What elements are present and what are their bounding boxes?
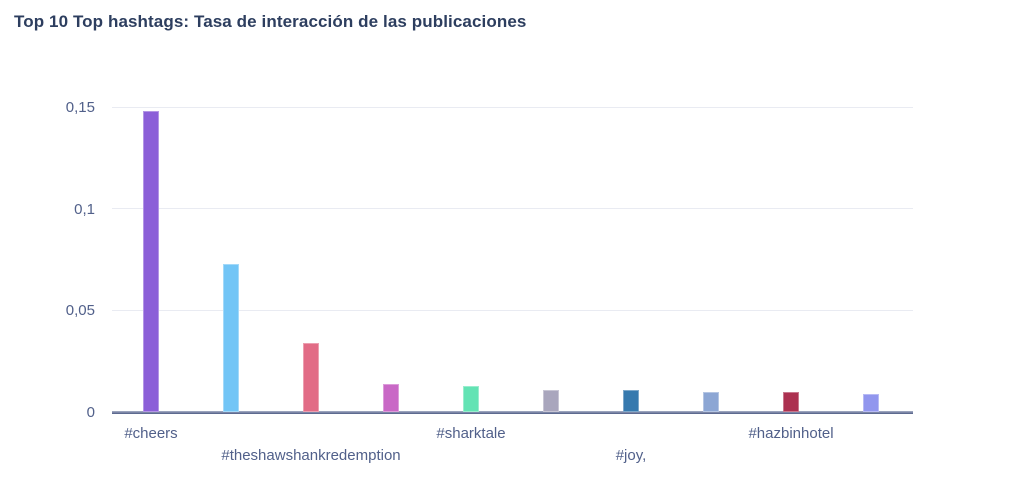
- gridline-0,15: [112, 106, 913, 108]
- bar-sharktale[interactable]: [463, 385, 479, 412]
- x-axis-category-label: #sharktale: [436, 425, 506, 442]
- x-axis-category-label: #cheers: [124, 425, 178, 442]
- y-axis-tick-label: 0,05: [65, 302, 95, 320]
- y-axis-tick-label: 0,15: [65, 99, 95, 116]
- bar-series-2[interactable]: [223, 263, 239, 412]
- bar-joy[interactable]: [623, 389, 639, 412]
- bar-cheers[interactable]: [143, 111, 159, 412]
- gridline-0,05: [112, 309, 913, 311]
- bar-hazbinhotel[interactable]: [783, 391, 799, 412]
- x-axis-line: [112, 411, 913, 414]
- y-axis-tick-label: 0: [86, 404, 95, 421]
- bar-theshawshankredemption[interactable]: [303, 342, 319, 412]
- y-axis-tick-label: 0,1: [74, 200, 95, 218]
- x-axis-category-label: #joy,: [615, 447, 647, 464]
- plot-area: 0 0,05 0,1 0,15 #cheers #theshawshankredempti…: [66, 0, 913, 490]
- bar-series-10[interactable]: [863, 393, 879, 412]
- x-axis-category-label: #theshawshankredemption: [221, 447, 401, 464]
- bar-series-8[interactable]: [703, 391, 719, 412]
- chart-title: Top 10 Top hashtags: Tasa de interacción…: [14, 12, 527, 31]
- bar-series-6[interactable]: [543, 389, 559, 412]
- gridline-0,1: [112, 208, 913, 210]
- x-axis-category-label: #hazbinhotel: [748, 425, 834, 442]
- bar-series-4[interactable]: [383, 383, 399, 412]
